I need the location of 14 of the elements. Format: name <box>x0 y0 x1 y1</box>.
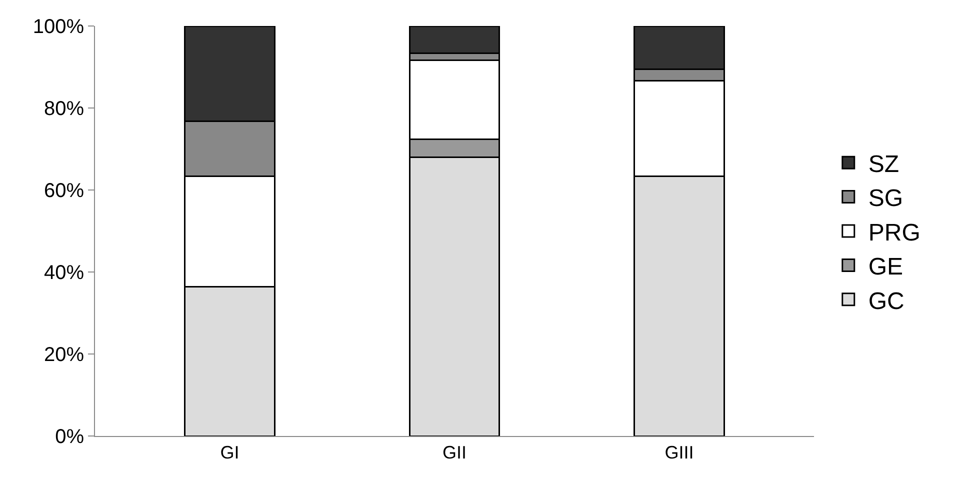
y-tick-label: 100% <box>32 16 84 38</box>
legend-label: SG <box>868 185 904 212</box>
y-tick-label: 80% <box>44 98 84 120</box>
y-tick-label: 20% <box>44 344 84 366</box>
legend-label: SZ <box>868 150 900 178</box>
y-tick-label: 0% <box>55 426 84 448</box>
legend-label: PRG <box>868 219 920 246</box>
x-tick-label: GI <box>220 442 240 463</box>
y-tick-label: 60% <box>44 180 84 202</box>
x-tick-label: GIII <box>664 442 694 463</box>
x-tick-label: GII <box>442 442 467 463</box>
y-tick-label: 40% <box>44 262 84 284</box>
legend-label: GE <box>868 254 904 281</box>
legend-label: GC <box>868 288 904 315</box>
